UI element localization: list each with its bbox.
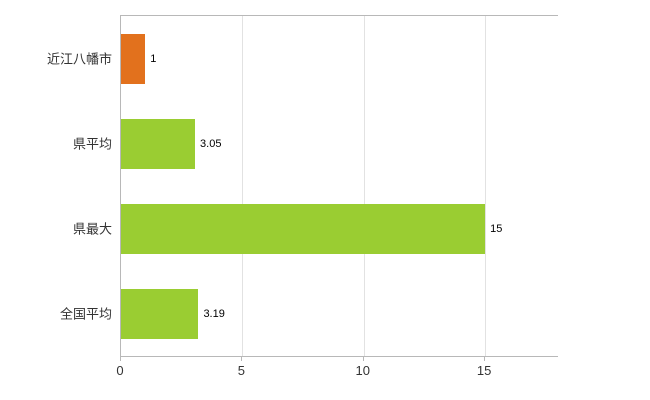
x-axis-tick-mark: [120, 356, 121, 361]
x-axis-tick-mark: [241, 356, 243, 361]
plot-area: 1 3.05 15 3.19: [120, 15, 558, 357]
gridline: [485, 16, 487, 356]
y-axis-category-label: 全国平均: [59, 306, 112, 321]
bar-3: [121, 203, 486, 254]
bar-value-label: 3.19: [203, 307, 225, 320]
bar-value-label: 3.05: [200, 137, 222, 150]
gridline: [242, 16, 244, 356]
x-axis-tick-mark: [362, 356, 364, 361]
bar-4: [121, 288, 199, 339]
x-axis-tick-label: 10: [355, 363, 370, 378]
bar-1: [121, 33, 146, 84]
x-axis-tick-label: 15: [476, 363, 492, 378]
bar-value-label: 1: [150, 52, 157, 65]
x-axis-tick-label: 5: [237, 363, 245, 378]
bar-2: [121, 118, 196, 169]
bar-value-label: 15: [490, 222, 503, 235]
y-axis-category-label: 県平均: [72, 136, 112, 151]
y-axis-category-label: 近江八幡市: [46, 51, 112, 66]
y-axis-category-label: 県最大: [72, 221, 112, 236]
x-axis-tick-mark: [484, 356, 486, 361]
gridline: [363, 16, 365, 356]
x-axis-tick-label: 0: [116, 363, 124, 378]
